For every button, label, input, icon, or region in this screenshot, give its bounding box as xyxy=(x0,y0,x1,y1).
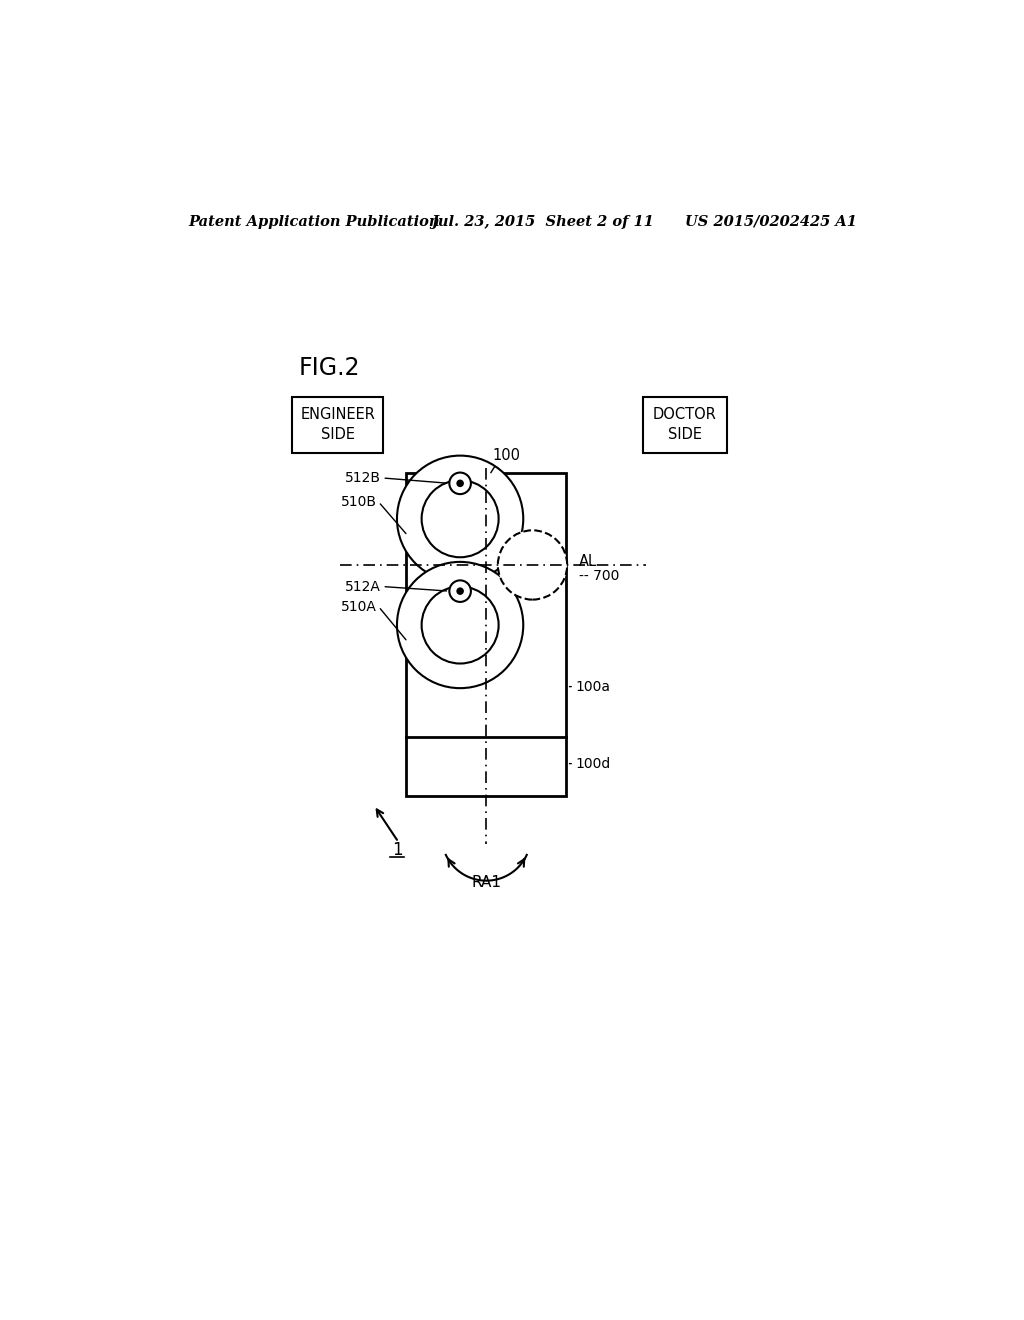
Circle shape xyxy=(450,581,471,602)
Text: -- 700: -- 700 xyxy=(579,569,620,582)
Text: RA1: RA1 xyxy=(471,875,502,890)
Circle shape xyxy=(498,531,567,599)
Circle shape xyxy=(450,473,471,494)
Text: Jul. 23, 2015  Sheet 2 of 11: Jul. 23, 2015 Sheet 2 of 11 xyxy=(431,215,653,228)
Bar xyxy=(292,397,383,453)
Text: 100a: 100a xyxy=(575,680,610,693)
Text: AL: AL xyxy=(579,554,597,569)
Text: 100: 100 xyxy=(493,449,520,463)
Circle shape xyxy=(422,586,499,664)
Text: 100d: 100d xyxy=(575,756,611,771)
Text: 510A: 510A xyxy=(341,599,377,614)
Text: US 2015/0202425 A1: US 2015/0202425 A1 xyxy=(685,215,857,228)
Circle shape xyxy=(457,589,463,594)
Text: 1: 1 xyxy=(391,841,402,859)
Text: 510B: 510B xyxy=(341,495,377,508)
Bar xyxy=(407,473,566,796)
Text: FIG.2: FIG.2 xyxy=(298,356,359,380)
Circle shape xyxy=(422,480,499,557)
Text: Patent Application Publication: Patent Application Publication xyxy=(188,215,440,228)
Text: DOCTOR
SIDE: DOCTOR SIDE xyxy=(653,408,717,442)
Bar xyxy=(643,397,727,453)
Text: ENGINEER
SIDE: ENGINEER SIDE xyxy=(300,408,375,442)
Text: 512A: 512A xyxy=(345,579,381,594)
Circle shape xyxy=(397,562,523,688)
Text: 512B: 512B xyxy=(345,471,381,484)
Circle shape xyxy=(457,480,463,487)
Circle shape xyxy=(397,455,523,582)
